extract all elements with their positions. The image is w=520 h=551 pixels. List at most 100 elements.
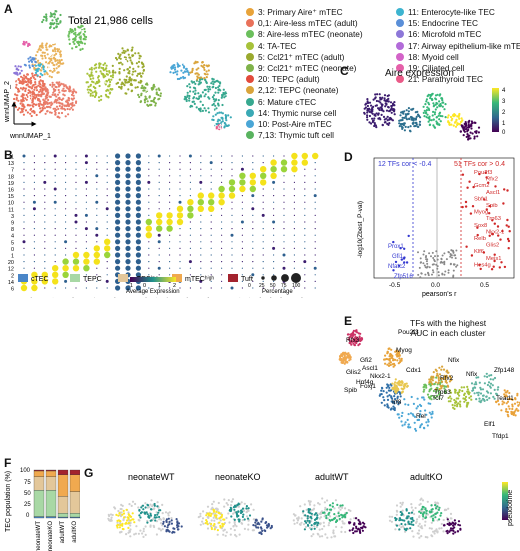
dotplot-dot [34,182,35,183]
stacked-bar-segment [34,471,44,477]
dotplot-dot [104,252,110,258]
tf-auc-point [390,408,392,410]
pseudotime-point [157,512,159,514]
volcano-point-neg [408,235,410,237]
legend-entry: 20: TEPC (adult) [246,74,320,84]
volcano-pos-gene-label: Klf6 [474,249,484,255]
umap-point [46,93,48,95]
tf-auc-gene-label: Ascl1 [362,365,378,372]
umap-point [212,115,214,117]
umap-point [200,101,202,103]
dotplot-dot [208,199,214,205]
tf-auc-point [404,385,406,387]
umap-point [86,73,88,75]
umap-point [109,72,111,74]
umap-point [75,100,77,102]
pseudotime-point [165,520,167,522]
umap-point [61,108,63,110]
tf-auc-point [388,387,390,389]
umap-point [156,91,158,93]
dotplot-gene-label: Fgls2 [265,297,276,298]
dotplot-dot [211,235,212,236]
legend-swatch [246,53,254,61]
volcano-pos-gene-label: Gcm2 [474,183,489,189]
dotplot-dot [211,175,212,176]
umap-point [87,89,89,91]
pseudotime-point [422,506,424,508]
aire-umap-point [369,115,371,117]
umap-point [42,65,44,67]
dotplot-dot [54,201,57,204]
pseudotime-point [176,524,178,526]
stacked-bar-category-label: neonateKO [48,521,54,551]
umap-point [72,99,74,101]
aire-scale-0: 0 [502,130,506,136]
aire-umap-point [444,103,446,105]
dotplot-dot [62,265,68,271]
dotplot-dot [96,241,97,242]
umap-point [61,59,63,61]
tf-auc-point [415,430,417,432]
umap-point [15,106,17,108]
volcano-point [444,274,446,276]
tf-auc-point [404,403,406,405]
dotplot-dot [83,265,89,271]
dotplot-dot [65,235,66,236]
tf-auc-point [509,408,511,410]
percentage-tick: 100 [292,283,301,289]
dotplot-dot [136,233,141,238]
dotplot-dot [304,175,305,176]
dotplot-dot [34,195,35,196]
umap-point [188,83,190,85]
dotplot-row-label: 1 [11,254,14,260]
umap-point [57,108,59,110]
dotplot-dot [263,162,264,163]
cluster-number-label: 4 [102,77,107,86]
umap-point [214,100,216,102]
pseudotime-point-bg [119,531,121,533]
volcano-point [428,274,430,276]
pseudotime-point [138,514,140,516]
dotplot-dot [159,195,160,196]
dotplot-dot [23,208,24,209]
pseudotime-point [129,515,131,517]
umap-point [194,103,196,105]
aire-umap-point [367,105,369,107]
umap-point [72,109,74,111]
dotplot-dot [302,153,308,159]
legend-entry: 10: Post-Aire mTEC [246,119,332,129]
dotplot-dot [115,167,120,172]
umap-point [71,47,73,49]
dotplot-dot [179,195,180,196]
dotplot-dot [239,173,245,179]
volcano-point [455,266,457,268]
dotplot-group-swatch [118,274,128,282]
pseudotime-point-bg [391,516,393,518]
tf-auc-point [349,354,351,356]
umap-point [54,110,56,112]
umap-point [140,101,142,103]
dotplot-dot [242,248,243,249]
tf-auc-point [398,380,400,382]
umap-point [191,80,193,82]
umap-point [40,45,42,47]
pseudotime-point [222,525,224,527]
pseudotime-point [242,516,244,518]
umap-point [208,64,210,66]
dotplot-dot [115,153,120,158]
pseudotime-point-bg [222,534,224,536]
dotplot-dot [252,268,253,269]
tf-auc-point [387,405,389,407]
tf-auc-point [344,355,346,357]
dotplot-dot [304,202,305,203]
pseudotime-point-bg [316,526,318,528]
pseudotime-point [317,522,319,524]
dotplot-dot [221,268,222,269]
dotplot-dot [44,261,45,262]
pseudotime-point [172,527,174,529]
dotplot-dot [52,278,58,284]
aire-umap-point [381,97,383,99]
dotplot-dot [73,258,79,264]
pseudotime-point-bg [199,513,201,515]
umap-point [222,112,224,114]
